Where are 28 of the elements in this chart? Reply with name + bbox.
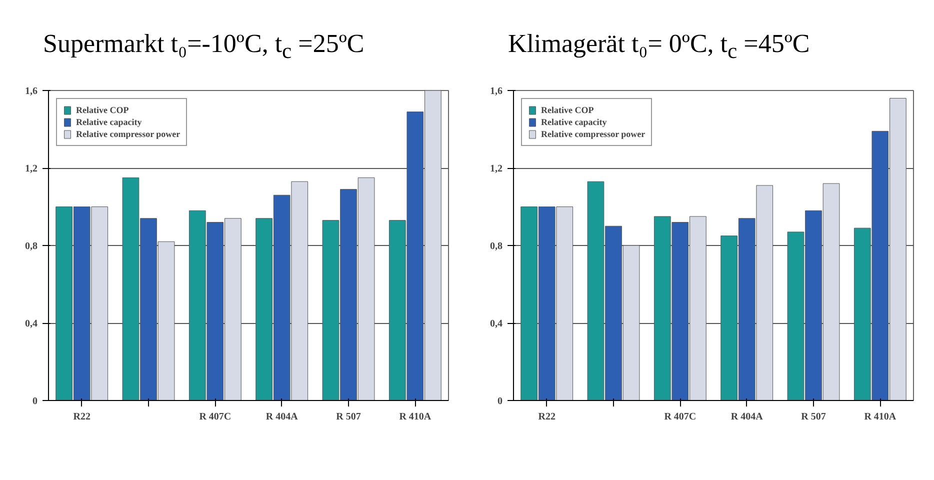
- y-tick-label: 0: [498, 396, 502, 407]
- y-tick-label: 1,6: [490, 86, 502, 97]
- x-tick-label: R 507: [336, 412, 361, 422]
- y-tick-label: 0,4: [25, 318, 38, 330]
- chart-title: Klimagerät t₀= 0ºC, t$_{c}$ =45ºC: [508, 28, 810, 66]
- legend-label: Relative compressor power: [76, 129, 180, 139]
- legend-label: Relative capacity: [76, 117, 142, 127]
- y-tick-label: 1,6: [25, 86, 38, 97]
- y-tick-label: 1,2: [25, 164, 38, 174]
- y-tick-label: 1,2: [490, 164, 502, 174]
- chart-title: Supermarkt t₀=-10ºC, t$_{c}$ =25ºC: [43, 28, 364, 66]
- x-tick-label: R22: [538, 412, 556, 422]
- legend-label: Relative COP: [541, 105, 594, 115]
- x-tick-label: R 407C: [199, 412, 232, 422]
- y-tick-label: 0,8: [490, 241, 502, 252]
- legend-label: Relative COP: [76, 105, 129, 115]
- legend-label: Relative compressor power: [541, 129, 646, 139]
- x-tick-label: R22: [73, 412, 90, 422]
- x-tick-label: R 407C: [664, 412, 696, 422]
- y-tick-label: 0: [32, 396, 38, 407]
- x-tick-label: R 410A: [864, 412, 897, 422]
- y-tick-label: 0,8: [25, 241, 38, 252]
- x-tick-label: R 410A: [399, 412, 432, 422]
- x-tick-label: R 404A: [730, 412, 764, 422]
- y-tick-label: 0,4: [490, 318, 502, 330]
- x-tick-label: R 507: [801, 412, 826, 422]
- legend-label: Relative capacity: [541, 117, 607, 127]
- x-tick-label: R 404A: [266, 412, 299, 422]
